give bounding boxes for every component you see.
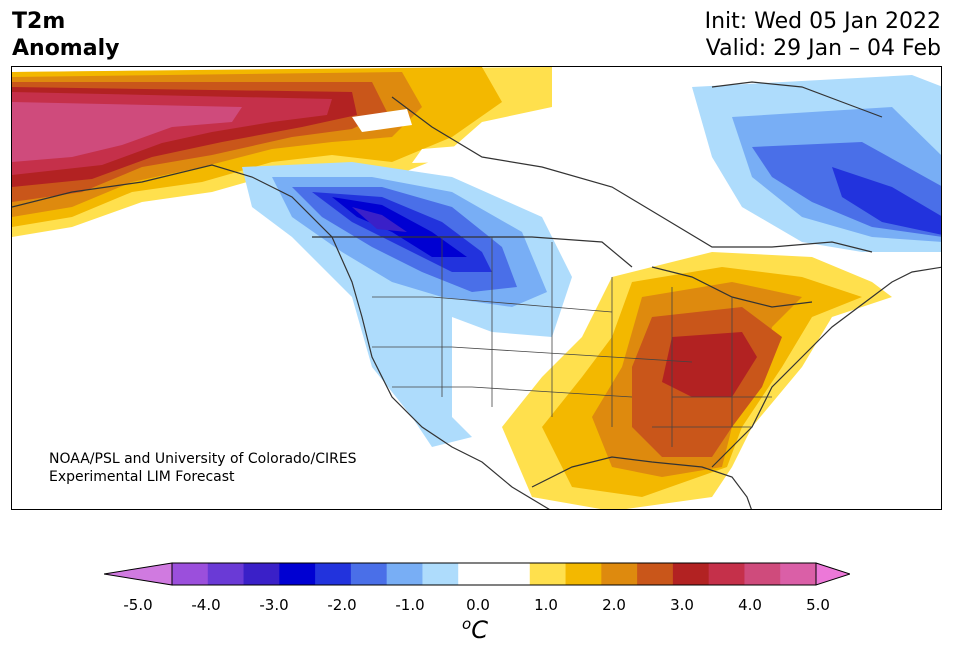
colorbar-segment <box>780 563 817 585</box>
warm-anomaly-alaska <box>12 67 552 237</box>
colorbar-tick-label: -4.0 <box>191 596 221 614</box>
colorbar-segment <box>601 563 638 585</box>
cold-anomaly-west <box>242 162 572 447</box>
warm-anomaly-east <box>502 252 892 509</box>
anomaly-map-canvas <box>12 67 941 509</box>
colorbar-ticks: -5.0 -4.0 -3.0 -2.0 -1.0 0.0 1.0 2.0 3.0 4.0 5.0 <box>0 596 953 616</box>
colorbar-segment <box>243 563 280 585</box>
colorbar-segment <box>279 563 316 585</box>
title-line-2: Anomaly <box>12 36 120 61</box>
colorbar-segment <box>458 563 495 585</box>
map-title: T2m Anomaly <box>12 8 119 62</box>
colorbar-segment <box>315 563 352 585</box>
colorbar-tick-label: 5.0 <box>806 596 830 614</box>
title-line-1: T2m <box>12 9 66 34</box>
colorbar-tick-label: -5.0 <box>123 596 153 614</box>
colorbar-tick-label: 1.0 <box>534 596 558 614</box>
unit-base: C <box>471 616 488 644</box>
colorbar-segment <box>422 563 459 585</box>
colorbar-segment <box>637 563 674 585</box>
forecast-dates: Init: Wed 05 Jan 2022 Valid: 29 Jan – 04… <box>705 8 941 62</box>
colorbar-segment <box>494 563 531 585</box>
cold-anomaly-quebec <box>692 75 941 252</box>
colorbar-segment <box>708 563 745 585</box>
colorbar-tick-label: -2.0 <box>327 596 357 614</box>
unit-superscript: o <box>462 615 472 633</box>
valid-date: Valid: 29 Jan – 04 Feb <box>705 36 941 61</box>
colorbar-tick-label: -3.0 <box>259 596 289 614</box>
colorbar-segment <box>172 563 209 585</box>
colorbar-unit: oC <box>462 615 488 644</box>
colorbar-segments <box>172 563 817 585</box>
colorbar-tick-label: 4.0 <box>738 596 762 614</box>
colorbar-tick-label: 3.0 <box>670 596 694 614</box>
colorbar-tick-label: 2.0 <box>602 596 626 614</box>
state-borders <box>372 237 772 447</box>
colorbar-segment <box>207 563 245 585</box>
colorbar-segment <box>744 563 781 585</box>
colorbar-tick-label: -1.0 <box>395 596 425 614</box>
colorbar-segment <box>386 563 423 585</box>
colorbar-segment <box>565 563 602 585</box>
map-outlines <box>12 81 941 509</box>
colorbar-over-arrow <box>815 562 850 586</box>
colorbar <box>104 562 850 586</box>
colorbar-segment <box>672 563 710 585</box>
anomaly-map <box>11 66 942 510</box>
credit-line-1: NOAA/PSL and University of Colorado/CIRE… <box>49 451 357 467</box>
credit-line-2: Experimental LIM Forecast <box>49 469 235 485</box>
init-date: Init: Wed 05 Jan 2022 <box>704 9 941 34</box>
colorbar-segment <box>529 563 567 585</box>
colorbar-under-arrow <box>104 562 173 586</box>
colorbar-tick-label: 0.0 <box>466 596 490 614</box>
credit-text: NOAA/PSL and University of Colorado/CIRE… <box>49 450 357 486</box>
colorbar-segment <box>350 563 388 585</box>
